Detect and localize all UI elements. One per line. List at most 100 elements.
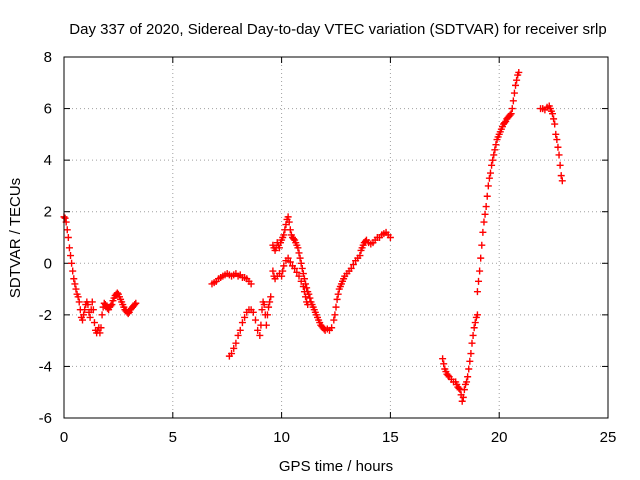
data-point <box>512 81 520 89</box>
x-tick-label: 20 <box>491 429 508 446</box>
data-point <box>508 105 516 113</box>
data-point <box>480 218 488 226</box>
data-point <box>471 319 479 327</box>
data-point <box>299 282 307 290</box>
data-point <box>469 331 477 339</box>
data-point <box>557 172 565 180</box>
data-point <box>300 288 308 296</box>
data-point <box>330 316 338 324</box>
data-point <box>230 344 238 352</box>
plot-frame <box>63 56 609 419</box>
data-point <box>68 259 76 267</box>
data-point <box>510 89 518 97</box>
x-tick-label: 5 <box>169 429 177 446</box>
data-point <box>488 161 496 169</box>
data-point <box>72 285 80 293</box>
data-point <box>513 76 521 84</box>
data-point <box>266 298 274 306</box>
data-point <box>295 272 303 280</box>
y-tick-label: 2 <box>44 204 52 221</box>
data-point <box>263 311 271 319</box>
data-point <box>297 277 305 285</box>
y-tick-label: 0 <box>44 255 52 272</box>
data-point <box>74 293 82 301</box>
data-point <box>238 319 246 327</box>
data-point <box>303 284 311 292</box>
data-point <box>101 301 109 309</box>
data-point <box>113 289 121 297</box>
data-point <box>484 182 492 190</box>
data-points <box>60 68 566 405</box>
data-point <box>258 306 266 314</box>
data-point <box>501 119 509 127</box>
data-point <box>483 192 491 200</box>
data-point <box>440 360 448 368</box>
data-point <box>108 301 116 309</box>
data-point <box>550 115 558 123</box>
data-point <box>473 311 481 319</box>
data-point <box>294 244 302 252</box>
data-point <box>89 306 97 314</box>
data-point <box>444 371 452 379</box>
data-point <box>477 254 485 262</box>
data-point <box>475 277 483 285</box>
data-point <box>80 311 88 319</box>
data-point <box>234 331 242 339</box>
axis-ticks <box>63 56 609 419</box>
data-point <box>476 267 484 275</box>
data-point <box>333 295 341 303</box>
data-point <box>249 308 257 316</box>
data-point <box>98 311 106 319</box>
data-point <box>71 280 79 288</box>
data-point <box>551 120 559 128</box>
data-point <box>88 298 96 306</box>
data-point <box>478 241 486 249</box>
data-point <box>241 313 249 321</box>
data-point <box>269 267 277 275</box>
data-point <box>299 270 307 278</box>
data-point <box>509 97 517 105</box>
data-point <box>267 293 275 301</box>
data-point <box>228 350 236 358</box>
data-point <box>260 301 268 309</box>
data-point <box>236 326 244 334</box>
data-point <box>556 161 564 169</box>
data-point <box>293 268 301 276</box>
data-point <box>70 275 78 283</box>
data-point <box>386 234 394 241</box>
data-point <box>356 252 364 260</box>
data-point <box>61 214 69 222</box>
data-point <box>290 235 298 243</box>
data-point <box>131 301 139 309</box>
data-point <box>78 316 86 324</box>
data-point <box>555 151 563 159</box>
data-point <box>90 319 98 327</box>
data-point <box>298 264 306 272</box>
data-point <box>247 280 255 288</box>
data-point <box>490 151 498 159</box>
data-point <box>455 384 463 392</box>
data-point <box>304 301 312 309</box>
data-point <box>332 303 340 311</box>
data-point <box>554 143 562 151</box>
data-point <box>481 210 489 218</box>
data-point <box>465 365 473 373</box>
data-point <box>492 141 500 149</box>
data-point <box>262 321 270 329</box>
data-point <box>506 111 514 119</box>
data-point <box>549 110 557 118</box>
y-tick-label: 6 <box>44 101 52 118</box>
data-point <box>464 373 472 381</box>
data-point <box>278 272 286 280</box>
x-axis-label: GPS time / hours <box>279 458 393 475</box>
data-point <box>67 252 75 260</box>
data-point <box>489 156 497 164</box>
data-point <box>285 218 293 226</box>
data-point <box>347 264 355 272</box>
data-point <box>96 329 104 337</box>
grid-lines <box>64 57 608 418</box>
data-point <box>295 249 303 257</box>
y-tick-label: 4 <box>44 152 52 169</box>
data-point <box>553 136 561 144</box>
data-point <box>507 110 515 118</box>
